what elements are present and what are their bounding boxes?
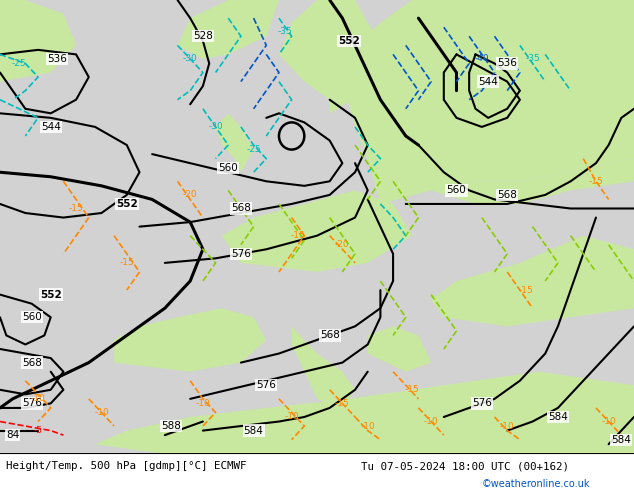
Polygon shape	[216, 113, 254, 172]
Text: -35: -35	[278, 27, 293, 36]
Polygon shape	[368, 326, 431, 371]
Text: 584: 584	[611, 435, 631, 444]
Text: -15: -15	[404, 385, 420, 394]
Text: -5: -5	[34, 426, 42, 435]
Text: 576: 576	[472, 398, 492, 408]
Text: 568: 568	[22, 358, 42, 368]
Text: -10: -10	[195, 399, 210, 408]
Text: Tu 07-05-2024 18:00 UTC (00+162): Tu 07-05-2024 18:00 UTC (00+162)	[361, 461, 569, 471]
Text: 584: 584	[243, 426, 264, 436]
Polygon shape	[222, 190, 412, 272]
Text: -10: -10	[30, 394, 46, 403]
Text: 560: 560	[22, 312, 42, 322]
Polygon shape	[114, 308, 266, 371]
Text: -10: -10	[94, 408, 109, 417]
Polygon shape	[292, 326, 355, 408]
Text: -30: -30	[208, 122, 223, 131]
Polygon shape	[95, 371, 634, 453]
Polygon shape	[380, 36, 456, 113]
Text: 536: 536	[47, 54, 67, 64]
Text: -20: -20	[183, 191, 198, 199]
Text: 536: 536	[497, 58, 517, 69]
Text: 588: 588	[161, 421, 181, 431]
Text: 576: 576	[256, 380, 276, 390]
Polygon shape	[431, 236, 634, 326]
Text: -15: -15	[519, 286, 534, 294]
Text: 552: 552	[116, 199, 138, 209]
Text: 552: 552	[338, 36, 359, 46]
Text: 560: 560	[446, 185, 467, 196]
Text: -25: -25	[11, 59, 27, 68]
Text: 552: 552	[40, 290, 61, 299]
Text: Height/Temp. 500 hPa [gdmp][°C] ECMWF: Height/Temp. 500 hPa [gdmp][°C] ECMWF	[6, 461, 247, 471]
Polygon shape	[342, 0, 634, 204]
Text: 84: 84	[6, 430, 19, 440]
Polygon shape	[178, 0, 279, 59]
Polygon shape	[0, 0, 76, 81]
Polygon shape	[279, 0, 380, 113]
Text: 544: 544	[478, 76, 498, 87]
Text: 568: 568	[497, 190, 517, 200]
Text: -35: -35	[525, 54, 540, 63]
Text: 568: 568	[231, 203, 251, 214]
Text: -20: -20	[335, 240, 350, 249]
Text: 576: 576	[231, 249, 251, 259]
Text: -10: -10	[284, 413, 299, 421]
Text: 560: 560	[218, 163, 238, 172]
Text: -10: -10	[500, 421, 515, 431]
Text: 528: 528	[193, 31, 213, 41]
Text: -10: -10	[601, 417, 616, 426]
Text: 544: 544	[41, 122, 61, 132]
Text: -15: -15	[119, 258, 134, 268]
Text: -15: -15	[588, 177, 604, 186]
Text: -10: -10	[424, 417, 439, 426]
Text: -30: -30	[183, 54, 198, 63]
Text: 568: 568	[320, 330, 340, 341]
Text: -15: -15	[290, 231, 306, 240]
Text: -25: -25	[246, 145, 261, 154]
Text: 576: 576	[22, 398, 42, 408]
Text: 584: 584	[548, 412, 568, 422]
Text: -10: -10	[360, 421, 375, 431]
Text: -15: -15	[68, 204, 84, 213]
Polygon shape	[431, 159, 634, 204]
Text: -15: -15	[335, 399, 350, 408]
Text: ©weatheronline.co.uk: ©weatheronline.co.uk	[482, 480, 590, 490]
Text: -40: -40	[474, 54, 489, 63]
